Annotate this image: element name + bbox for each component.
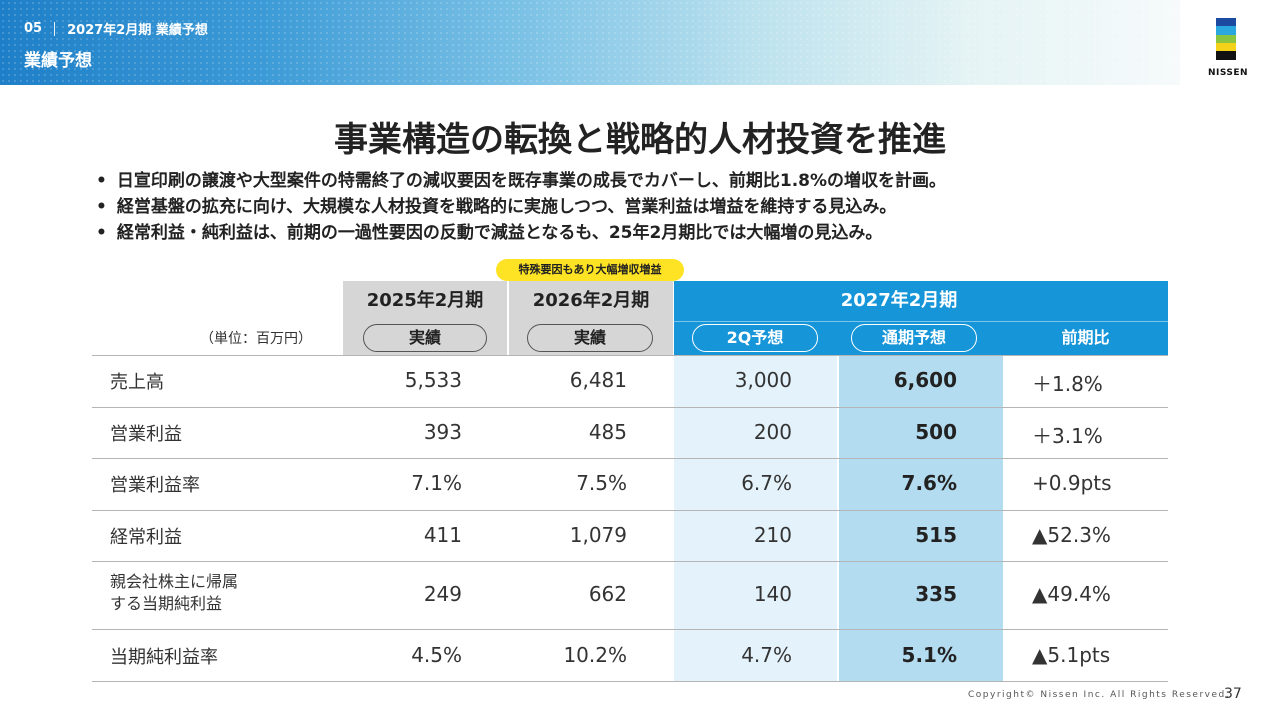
cell-2q: 6.7% bbox=[741, 471, 792, 495]
cell-full: 335 bbox=[915, 582, 957, 606]
page-title: 事業構造の転換と戦略的人材投資を推進 bbox=[334, 120, 946, 160]
row-label-line2: する当期純利益 bbox=[110, 594, 223, 613]
cell-fy25: 4.5% bbox=[411, 643, 462, 667]
year-header-fy26: 2026年2月期 bbox=[532, 290, 650, 311]
column-full-bg bbox=[839, 356, 1003, 682]
cell-fy25: 7.1% bbox=[411, 471, 462, 495]
bullet-item: 経常利益・純利益は、前期の一過性要因の反動で減益となるも、25年2月期比では大幅… bbox=[96, 220, 946, 246]
row-divider bbox=[92, 561, 1168, 562]
subheader-yoy: 前期比 bbox=[1061, 328, 1110, 347]
cell-full: 5.1% bbox=[901, 643, 957, 667]
cell-full: 7.6% bbox=[901, 471, 957, 495]
subheader-actual-fy26: 実績 bbox=[527, 324, 653, 352]
copyright: Copyright© Nissen Inc. All Rights Reserv… bbox=[968, 690, 1231, 700]
unit-label: （単位：百万円） bbox=[200, 331, 312, 347]
cell-fy26: 662 bbox=[588, 582, 627, 606]
cell-fy26: 485 bbox=[588, 420, 627, 444]
cell-fy25: 249 bbox=[423, 582, 462, 606]
cell-yoy: ＋3.1% bbox=[1032, 424, 1103, 448]
row-label: 営業利益 bbox=[110, 424, 182, 445]
row-label: 当期純利益率 bbox=[110, 647, 218, 668]
cell-2q: 4.7% bbox=[741, 643, 792, 667]
cell-2q: 200 bbox=[753, 420, 792, 444]
year-header-fy27: 2027年2月期 bbox=[840, 290, 958, 311]
logo-mark-icon bbox=[1216, 18, 1236, 60]
cell-full: 500 bbox=[915, 420, 957, 444]
page-number-badge: 05 bbox=[24, 21, 43, 36]
cell-yoy: ▲52.3% bbox=[1032, 523, 1111, 547]
section-title: 業績予想 bbox=[24, 51, 92, 71]
row-label-line1: 親会社株主に帰属 bbox=[110, 572, 239, 591]
cell-yoy: ＋1.8% bbox=[1032, 372, 1103, 396]
logo-wordmark: NISSEN bbox=[1207, 68, 1249, 78]
column-2q-bg bbox=[674, 356, 837, 682]
row-divider bbox=[92, 681, 1168, 682]
row-label: 売上高 bbox=[110, 372, 164, 393]
cell-2q: 3,000 bbox=[734, 368, 792, 392]
callout-badge: 特殊要因もあり大幅増収増益 bbox=[496, 259, 684, 288]
bullet-item: 経営基盤の拡充に向け、大規模な人材投資を戦略的に実施しつつ、営業利益は増益を維持… bbox=[96, 194, 946, 220]
bullet-list: 日宣印刷の譲渡や大型案件の特需終了の減収要因を既存事業の成長でカバーし、前期比1… bbox=[96, 168, 946, 246]
nissen-logo: NISSEN bbox=[1200, 18, 1260, 88]
cell-fy26: 1,079 bbox=[569, 523, 627, 547]
row-divider bbox=[92, 407, 1168, 408]
breadcrumb-divider bbox=[54, 21, 56, 36]
page-number: 37 bbox=[1224, 686, 1242, 702]
cell-fy25: 5,533 bbox=[404, 368, 462, 392]
cell-fy25: 411 bbox=[423, 523, 462, 547]
breadcrumb-title: 2027年2月期 業績予想 bbox=[67, 23, 208, 38]
row-divider bbox=[92, 510, 1168, 511]
breadcrumb: 05 2027年2月期 業績予想 bbox=[24, 19, 208, 38]
cell-2q: 140 bbox=[753, 582, 792, 606]
cell-yoy: ▲49.4% bbox=[1032, 582, 1111, 606]
header-divider bbox=[674, 321, 1168, 322]
subheader-actual-fy25: 実績 bbox=[363, 324, 487, 352]
row-label: 経常利益 bbox=[110, 527, 182, 548]
cell-fy25: 393 bbox=[423, 420, 462, 444]
cell-fy26: 6,481 bbox=[569, 368, 627, 392]
cell-yoy: +0.9pts bbox=[1032, 471, 1112, 495]
cell-full: 6,600 bbox=[893, 368, 957, 392]
cell-full: 515 bbox=[915, 523, 957, 547]
header-pattern bbox=[0, 0, 1180, 85]
header-cell-fy27 bbox=[674, 281, 1168, 355]
row-divider bbox=[92, 355, 1168, 356]
row-label: 営業利益率 bbox=[110, 475, 200, 496]
year-header-fy25: 2025年2月期 bbox=[366, 290, 484, 311]
header-band: 05 2027年2月期 業績予想 業績予想 bbox=[0, 0, 1180, 85]
subheader-2q-forecast: 2Q予想 bbox=[692, 324, 818, 352]
subheader-full-forecast: 通期予想 bbox=[851, 324, 977, 352]
cell-fy26: 10.2% bbox=[563, 643, 627, 667]
cell-yoy: ▲5.1pts bbox=[1032, 643, 1111, 667]
cell-fy26: 7.5% bbox=[576, 471, 627, 495]
row-divider bbox=[92, 458, 1168, 459]
bullet-item: 日宣印刷の譲渡や大型案件の特需終了の減収要因を既存事業の成長でカバーし、前期比1… bbox=[96, 168, 946, 194]
row-label: 親会社株主に帰属 する当期純利益 bbox=[110, 571, 238, 615]
cell-2q: 210 bbox=[753, 523, 792, 547]
row-divider bbox=[92, 629, 1168, 630]
